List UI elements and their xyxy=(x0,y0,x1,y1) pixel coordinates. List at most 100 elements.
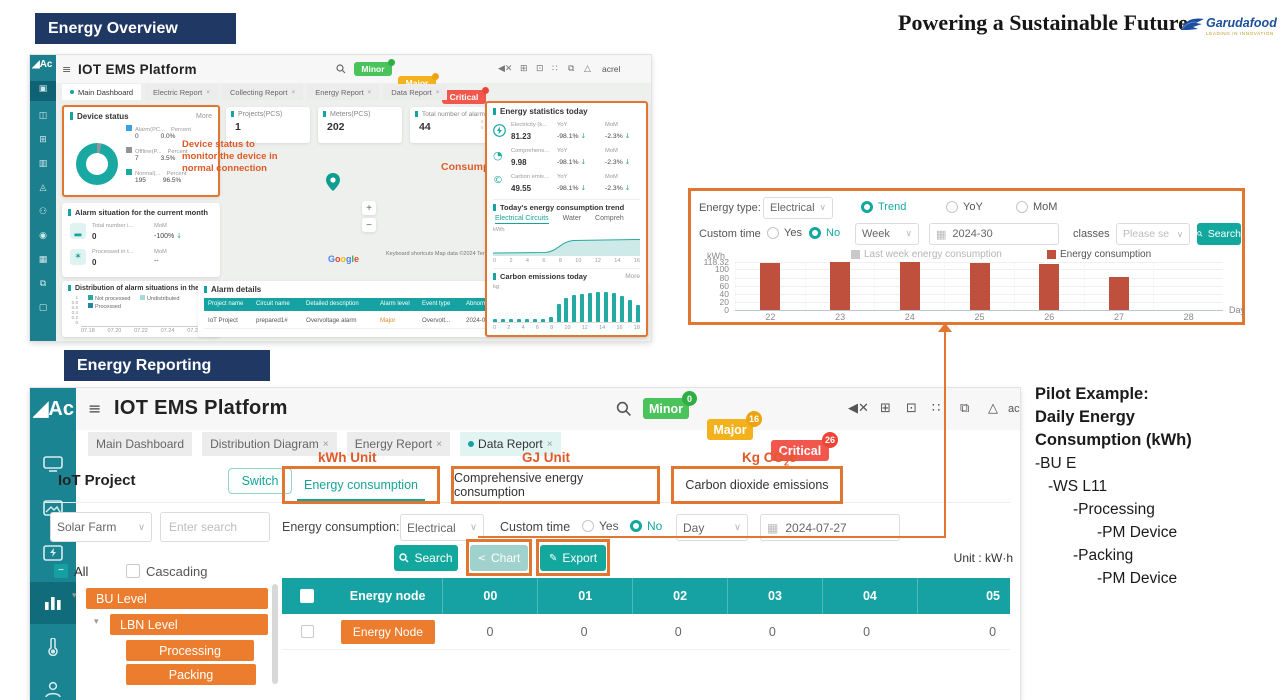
close-icon[interactable]: × xyxy=(322,438,329,450)
radio-yes[interactable]: Yes xyxy=(767,227,802,239)
fullscreen-icon[interactable]: ∷ xyxy=(932,401,941,416)
row-checkbox[interactable] xyxy=(301,625,314,638)
dot-icon[interactable]: ◉ xyxy=(39,231,47,241)
trend-tab-water[interactable]: Water xyxy=(562,215,582,222)
tree-caret-icon[interactable]: ▾ xyxy=(94,617,99,627)
radio-yoy[interactable]: YoY xyxy=(946,201,983,213)
all-checkbox[interactable]: − xyxy=(54,564,68,578)
tab-data-report[interactable]: Data Report × xyxy=(383,84,448,100)
select-all-checkbox[interactable] xyxy=(300,589,315,603)
export-button[interactable]: ✎ Export xyxy=(540,545,606,571)
report-chart-icon[interactable] xyxy=(43,594,63,611)
tab-electric-report[interactable]: Electric Report × xyxy=(145,84,218,100)
energy-icon[interactable] xyxy=(43,544,63,561)
tree-search-input[interactable] xyxy=(160,512,270,542)
report-tab-energy-consumption[interactable]: Energy consumption xyxy=(304,478,418,492)
search-button[interactable]: Search xyxy=(394,545,458,571)
radio-trend[interactable]: Trend xyxy=(861,201,906,213)
tab-collecting-report[interactable]: Collecting Report × xyxy=(221,84,304,100)
user-icon[interactable] xyxy=(44,680,62,698)
tab-energy-report[interactable]: Energy Report × xyxy=(346,432,451,456)
layers-icon[interactable]: ⧉ xyxy=(39,279,47,289)
legend-last-week[interactable]: Last week energy consumption xyxy=(851,249,1002,260)
report-tab-carbon[interactable]: Carbon dioxide emissions xyxy=(685,478,829,492)
map-zoom-out-button[interactable]: − xyxy=(362,218,376,232)
report-tab-comprehensive[interactable]: Comprehensive energy consumption xyxy=(454,471,584,499)
radio-yes[interactable]: Yes xyxy=(582,519,619,533)
card-updown-icons[interactable]: ∧ ∨ xyxy=(480,119,484,131)
qr-icon[interactable]: ⊞ xyxy=(880,401,891,416)
classes-select[interactable]: Please se ∨ xyxy=(1116,223,1190,245)
chart-icon[interactable]: ▥ xyxy=(38,159,48,169)
energy-node-chip[interactable]: Energy Node xyxy=(340,619,435,644)
dashboard-icon[interactable]: ▣ xyxy=(38,84,48,94)
thermometer-icon[interactable] xyxy=(45,638,61,656)
tab-main-dashboard[interactable]: Main Dashboard xyxy=(88,432,193,456)
monitor-icon[interactable]: ◫ xyxy=(38,111,48,121)
tree-item-processing[interactable]: Processing xyxy=(126,640,254,661)
device-status-more-link[interactable]: More xyxy=(196,113,212,120)
electricity-icon[interactable]: ⊞ xyxy=(39,135,47,145)
filter-type-select[interactable]: Electrical ∨ xyxy=(400,514,484,541)
trend-tab-electrical[interactable]: Electrical Circuits xyxy=(495,215,549,224)
trend-tab-comprehensive[interactable]: Compreh xyxy=(595,215,624,222)
theme-icon[interactable]: △ xyxy=(988,401,998,416)
close-icon[interactable]: × xyxy=(435,88,440,96)
search-icon[interactable] xyxy=(616,401,632,417)
tree-scrollbar[interactable] xyxy=(272,584,278,684)
carbon-more-link[interactable]: More xyxy=(625,273,640,280)
qr-icon[interactable]: ⊞ xyxy=(520,64,528,74)
critical-alarm-badge[interactable]: Critical xyxy=(442,87,489,104)
user-icon[interactable]: ⚇ xyxy=(38,207,48,217)
period-select[interactable]: Week ∨ xyxy=(855,223,919,245)
table-row[interactable]: Energy Node 0 0 0 0 0 0 xyxy=(282,614,1010,650)
chart-button[interactable]: < Chart xyxy=(470,545,528,571)
radio-mom[interactable]: MoM xyxy=(1016,201,1057,213)
close-icon[interactable]: × xyxy=(546,438,553,450)
copy-icon[interactable]: ⧉ xyxy=(568,64,575,74)
image-icon[interactable]: ⊡ xyxy=(536,64,544,74)
tree-caret-icon[interactable]: ▾ xyxy=(72,591,77,601)
username[interactable]: acrel xyxy=(602,64,621,74)
copy-icon[interactable]: ⧉ xyxy=(960,401,970,416)
close-icon[interactable]: × xyxy=(436,438,443,450)
map-zoom-in-button[interactable]: + xyxy=(362,201,376,215)
sensor-icon[interactable]: ◬ xyxy=(39,183,47,193)
switch-project-button[interactable]: Switch xyxy=(228,468,292,494)
menu-icon[interactable]: ≡ xyxy=(62,63,72,76)
menu-icon[interactable]: ≡ xyxy=(88,399,102,418)
legend-energy-consumption[interactable]: Energy consumption xyxy=(1047,249,1151,260)
tab-data-report[interactable]: Data Report × xyxy=(460,432,561,456)
mute-icon[interactable]: ◀✕ xyxy=(498,64,513,74)
radio-no[interactable]: No xyxy=(630,519,662,533)
fullscreen-icon[interactable]: ∷ xyxy=(552,64,558,74)
inset-search-button[interactable]: Search xyxy=(1197,223,1241,245)
username[interactable]: acrel xyxy=(1008,403,1020,415)
minor-alarm-badge[interactable]: Minor xyxy=(354,59,395,76)
theme-icon[interactable]: △ xyxy=(584,64,591,74)
tree-item-bu-level[interactable]: BU Level xyxy=(86,588,268,609)
close-icon[interactable]: × xyxy=(367,88,372,96)
tab-main-dashboard[interactable]: Main Dashboard xyxy=(62,84,142,100)
energy-type-select[interactable]: Electrical ∨ xyxy=(763,197,833,219)
calendar-icon[interactable]: ▦ xyxy=(38,255,48,265)
box-icon[interactable]: ▢ xyxy=(38,303,48,313)
project-select[interactable]: Solar Farm ∨ xyxy=(50,512,152,542)
dashboard-icon[interactable] xyxy=(43,456,63,472)
major-alarm-badge[interactable]: Major 16 xyxy=(707,411,762,440)
date-picker[interactable]: ▦ 2024-30 xyxy=(929,223,1059,245)
tree-item-packing[interactable]: Packing xyxy=(126,664,256,685)
tree-item-lbn-level[interactable]: LBN Level xyxy=(110,614,268,635)
radio-no[interactable]: No xyxy=(809,227,840,239)
mute-icon[interactable]: ◀✕ xyxy=(848,401,869,416)
search-icon[interactable] xyxy=(336,64,346,74)
close-icon[interactable]: × xyxy=(291,88,296,96)
critical-alarm-badge[interactable]: Critical 26 xyxy=(771,432,838,461)
minor-alarm-badge[interactable]: Minor 0 xyxy=(643,391,697,419)
image-icon[interactable]: ⊡ xyxy=(906,401,917,416)
close-icon[interactable]: × xyxy=(206,88,210,96)
map-pin-icon[interactable] xyxy=(326,173,340,191)
tab-distribution-diagram[interactable]: Distribution Diagram × xyxy=(202,432,337,456)
tab-energy-report[interactable]: Energy Report × xyxy=(307,84,380,100)
cascading-checkbox[interactable] xyxy=(126,564,140,578)
